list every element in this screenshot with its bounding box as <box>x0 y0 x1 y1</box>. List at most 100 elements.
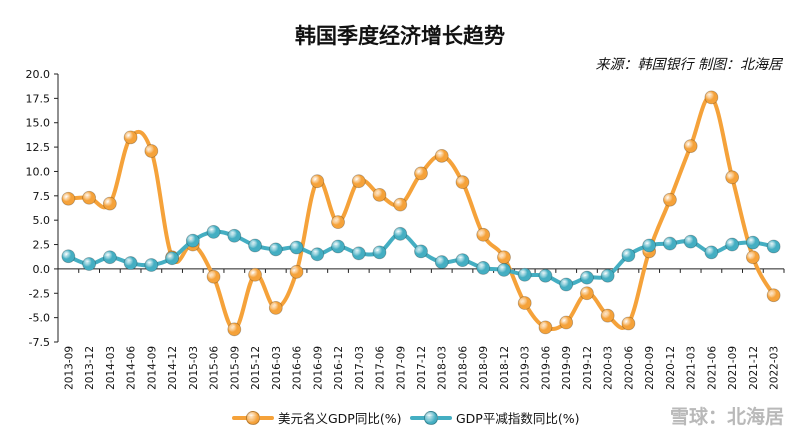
series-0-point <box>206 269 221 284</box>
series-1-point <box>61 249 76 264</box>
x-tick-label: 2020-03 <box>603 346 615 390</box>
x-tick-label: 2018-09 <box>478 346 490 390</box>
x-tick-label: 2014-12 <box>167 346 179 390</box>
y-tick-label: 15.0 <box>26 117 51 130</box>
x-tick-label: 2020-12 <box>665 346 677 390</box>
series-1-point <box>600 268 615 283</box>
y-tick-label: 0.0 <box>33 263 51 276</box>
series-1-point <box>248 238 262 253</box>
series-0-point <box>310 174 325 189</box>
x-tick-label: 2016-09 <box>312 346 324 390</box>
y-tick-label: -7.5 <box>29 336 50 349</box>
series-0-point <box>434 148 449 163</box>
series-1-point <box>725 237 740 252</box>
series-1-point <box>683 234 698 249</box>
series-0-point <box>766 288 781 303</box>
series-0-point <box>82 190 97 205</box>
series-1-point <box>102 250 117 265</box>
series-1-point <box>289 240 304 255</box>
y-tick-label: 7.5 <box>33 190 51 203</box>
series-0-point <box>497 250 511 265</box>
series-1-point <box>331 239 345 254</box>
series-0-point <box>61 191 76 206</box>
series-0-point <box>372 187 387 202</box>
y-tick-label: -5.0 <box>29 312 50 325</box>
series-0-point <box>268 300 283 315</box>
series-1-point <box>310 247 325 262</box>
series-1-point <box>642 238 657 253</box>
series-0-point <box>725 170 740 185</box>
x-tick-label: 2016-12 <box>333 346 345 390</box>
x-tick-label: 2019-12 <box>582 346 594 390</box>
legend-swatch-gdp-deflator <box>410 410 452 425</box>
x-tick-label: 2021-12 <box>748 346 760 390</box>
series-0-point <box>538 320 553 335</box>
chart-title: 韩国季度经济增长趋势 <box>295 24 505 48</box>
y-tick-label: 17.5 <box>26 92 51 105</box>
series-1-point <box>123 256 138 270</box>
x-tick-label: 2014-06 <box>126 346 138 390</box>
series-1-point <box>414 244 428 259</box>
series-0-point <box>351 174 366 189</box>
series-1-point <box>144 258 159 272</box>
y-tick-label: 10.0 <box>26 165 51 178</box>
series-0-point <box>393 197 408 212</box>
chart-source-note: 来源：韩国银行 制图：北海居 <box>595 57 782 73</box>
series-1-point <box>745 235 760 250</box>
series-1-point <box>497 262 511 277</box>
series-0-point <box>102 196 117 211</box>
series-1-point <box>663 236 677 251</box>
series-1-point <box>580 270 594 285</box>
x-tick-label: 2017-12 <box>416 346 428 390</box>
x-tick-label: 2016-06 <box>292 346 304 390</box>
series-1-point <box>206 224 221 239</box>
series-1-point <box>517 267 532 282</box>
x-tick-label: 2016-03 <box>271 346 283 390</box>
series-1-point <box>165 251 179 266</box>
series-1-point <box>538 268 553 283</box>
legend-item-nominal-gdp[interactable]: 美元名义GDP同比(%) <box>232 408 401 427</box>
series-0-point <box>600 308 615 323</box>
x-tick-label: 2019-03 <box>520 346 532 390</box>
x-tick-label: 2017-09 <box>395 346 407 390</box>
x-tick-label: 2020-09 <box>644 346 656 390</box>
x-tick-label: 2015-12 <box>250 346 262 390</box>
series-0-point <box>580 286 594 301</box>
series-0-point <box>144 144 159 158</box>
series-1-point <box>82 257 97 271</box>
x-tick-label: 2018-06 <box>457 346 469 390</box>
x-tick-label: 2017-03 <box>354 346 366 390</box>
legend-item-gdp-deflator[interactable]: GDP平减指数同比(%) <box>410 408 579 427</box>
x-tick-label: 2021-06 <box>706 346 718 390</box>
x-tick-label: 2014-09 <box>146 346 158 390</box>
x-tick-label: 2015-09 <box>229 346 241 390</box>
series-0-point <box>227 322 242 337</box>
series-1-point <box>227 228 242 243</box>
series-0-point <box>414 166 428 181</box>
series-1-point <box>476 261 491 275</box>
x-tick-label: 2017-06 <box>375 346 387 390</box>
series-0-point <box>559 315 574 330</box>
x-tick-label: 2018-12 <box>499 346 511 390</box>
x-tick-label: 2013-12 <box>84 346 96 390</box>
series-0-point <box>289 264 304 279</box>
x-tick-label: 2014-03 <box>105 346 117 390</box>
x-tick-label: 2018-03 <box>437 346 449 390</box>
series-1-point <box>393 226 408 241</box>
series-0-point <box>704 90 719 105</box>
y-tick-label: -2.5 <box>29 287 50 300</box>
series-0-point <box>248 267 262 282</box>
y-tick-label: 12.5 <box>26 141 51 154</box>
x-tick-label: 2020-06 <box>623 346 635 390</box>
series-0-point <box>331 215 345 230</box>
x-tick-label: 2019-06 <box>540 346 552 390</box>
watermark-text: 雪球：北海居 <box>669 406 784 428</box>
legend-label-gdp-deflator: GDP平减指数同比(%) <box>456 411 580 426</box>
y-tick-label: 5.0 <box>33 214 51 227</box>
series-0-point <box>683 139 698 154</box>
series-0-point <box>621 316 636 331</box>
series-1-point <box>185 233 200 248</box>
y-tick-label: 20.0 <box>26 68 51 81</box>
series-1-point <box>351 246 366 261</box>
series-1-point <box>704 245 719 260</box>
